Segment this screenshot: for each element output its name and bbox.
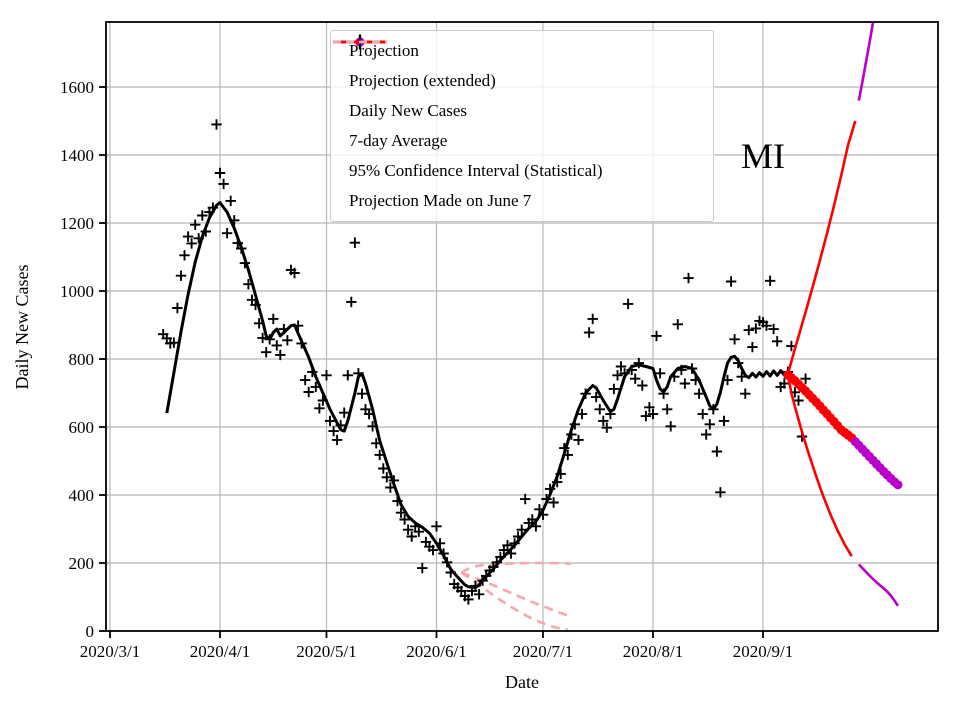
ci-upper-line [786,120,857,375]
ci-lower-line [857,563,899,607]
x-tick-label: 2020/5/1 [296,642,356,661]
legend-label: Projection (extended) [349,71,496,90]
x-tick-label: 2020/8/1 [623,642,683,661]
y-tick-label: 1200 [60,214,94,233]
y-tick-label: 200 [69,554,95,573]
y-tick-label: 0 [86,622,95,641]
june7-projection-line [460,571,568,631]
y-tick-label: 1000 [60,282,94,301]
axes-layer: 2020/3/1 2020/4/1 2020/5/1 2020/6/1 2020/7/1… [60,21,939,661]
y-tick-label: 800 [69,350,95,369]
legend-label: Projection [349,41,419,60]
data-layer [158,22,903,631]
legend: Projection Projection (extended) Daily New… [330,30,714,222]
y-tick-label: 1400 [60,146,94,165]
y-axis-label: Daily New Cases [12,265,32,390]
legend-item-projection: Projection [337,36,705,66]
ci-upper-line [857,22,875,101]
legend-label: Projection Made on June 7 [349,191,532,210]
state-annotation: MI [741,136,785,176]
legend-item-daily-new-cases: Daily New Cases [337,34,705,126]
legend-item-95-confidence-interval-statistical: 95% Confidence Interval (Statistical) [333,40,705,186]
legend-label: 95% Confidence Interval (Statistical) [349,161,603,180]
annotation-layer: MI [741,136,785,176]
x-tick-label: 2020/9/1 [733,642,793,661]
legend-label: 7-day Average [349,131,448,150]
y-tick-label: 400 [69,486,95,505]
seven-day-average-line [165,201,789,589]
ci-lower-line [786,374,853,557]
plot-border [105,21,939,632]
x-axis-label: Date [505,672,539,692]
legend-item-projection-made-on-june-7: Projection Made on June 7 [333,40,705,216]
x-tick-label: 2020/6/1 [406,642,466,661]
y-tick-label: 600 [69,418,95,437]
dashed-line-glyph-icon [333,40,387,44]
legend-label: Daily New Cases [349,101,468,120]
x-tick-label: 2020/7/1 [513,642,573,661]
june7-projection-line [460,571,569,617]
x-tick-label: 2020/3/1 [80,642,140,661]
legend-item-projection-extended: Projection (extended) [337,37,705,96]
y-tick-label: 1600 [60,78,94,97]
june7-projection-line [460,561,572,574]
projection-extended-dot [893,480,903,490]
legend-item-7-day-average: 7-day Average [333,40,705,156]
x-tick-label: 2020/4/1 [190,642,250,661]
